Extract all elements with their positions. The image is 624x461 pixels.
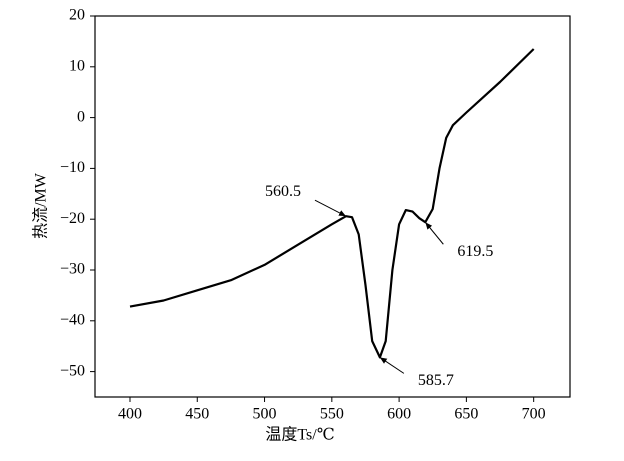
y-tick-label: 0	[77, 108, 85, 125]
x-tick-label: 650	[454, 406, 478, 423]
data-line	[129, 48, 535, 359]
x-tick-label: 550	[320, 406, 344, 423]
x-tick-label: 600	[387, 406, 411, 423]
y-tick-label: −10	[60, 159, 85, 176]
y-axis-label: 热流/MW	[32, 172, 50, 239]
y-tick-label: −50	[60, 362, 85, 379]
annotation-label: 560.5	[265, 183, 301, 200]
x-axis-label: 温度Ts/℃	[265, 426, 334, 444]
annotation-arrow	[314, 199, 347, 217]
y-tick-label: −20	[60, 210, 85, 227]
y-tick-label: −40	[60, 311, 85, 328]
x-tick-label: 400	[118, 406, 142, 423]
x-tick-label: 700	[522, 406, 546, 423]
annotation-arrow	[379, 356, 405, 374]
annotation-arrow	[424, 221, 444, 245]
annotation-label: 619.5	[457, 243, 493, 260]
y-tick-label: 10	[69, 57, 85, 74]
y-tick-label: 20	[69, 7, 85, 24]
x-tick-label: 450	[185, 406, 209, 423]
plot-frame	[94, 15, 571, 398]
x-tick-label: 500	[253, 406, 277, 423]
y-tick-label: −30	[60, 261, 85, 278]
annotation-label: 585.7	[418, 372, 454, 389]
